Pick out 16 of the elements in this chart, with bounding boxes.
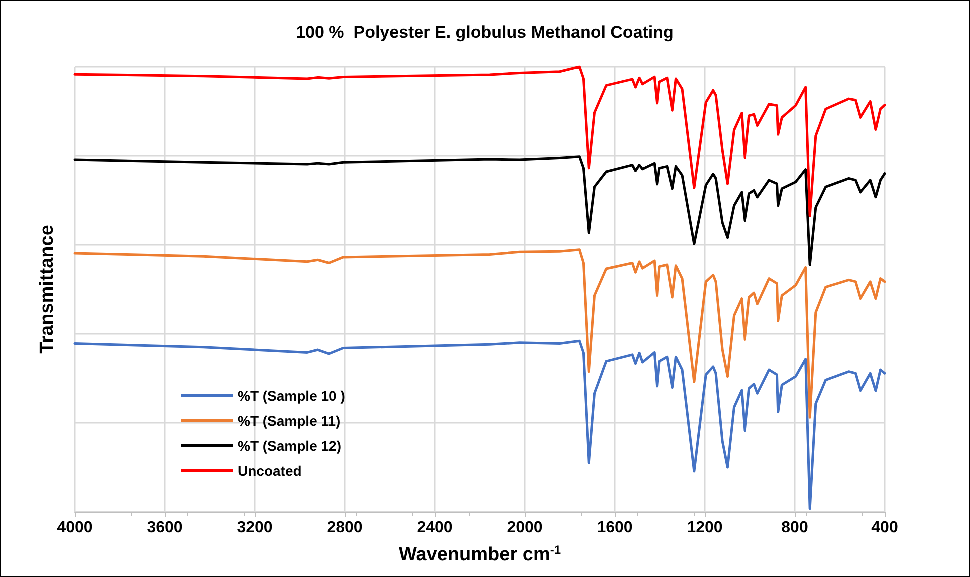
- legend-label: %T (Sample 11): [238, 413, 341, 429]
- x-tick-label: 2800: [327, 520, 363, 536]
- legend-label: %T (Sample 12): [238, 438, 342, 454]
- x-tick-label: 800: [782, 520, 808, 536]
- x-tick-label: 4000: [57, 520, 93, 536]
- legend-label: %T (Sample 10 ): [238, 388, 346, 404]
- legend-label: Uncoated: [238, 463, 302, 479]
- x-tick-label: 1600: [597, 520, 633, 536]
- x-tick-label: 1200: [687, 520, 723, 536]
- chart-title: 100 % Polyester E. globulus Methanol Coating: [296, 23, 674, 42]
- x-tick-label: 3200: [237, 520, 273, 536]
- y-axis-title: Transmittance: [37, 225, 58, 354]
- x-tick-label: 2000: [507, 520, 543, 536]
- x-tick-label: 3600: [147, 520, 183, 536]
- x-tick-label: 2400: [417, 520, 453, 536]
- x-tick-label: 400: [872, 520, 898, 536]
